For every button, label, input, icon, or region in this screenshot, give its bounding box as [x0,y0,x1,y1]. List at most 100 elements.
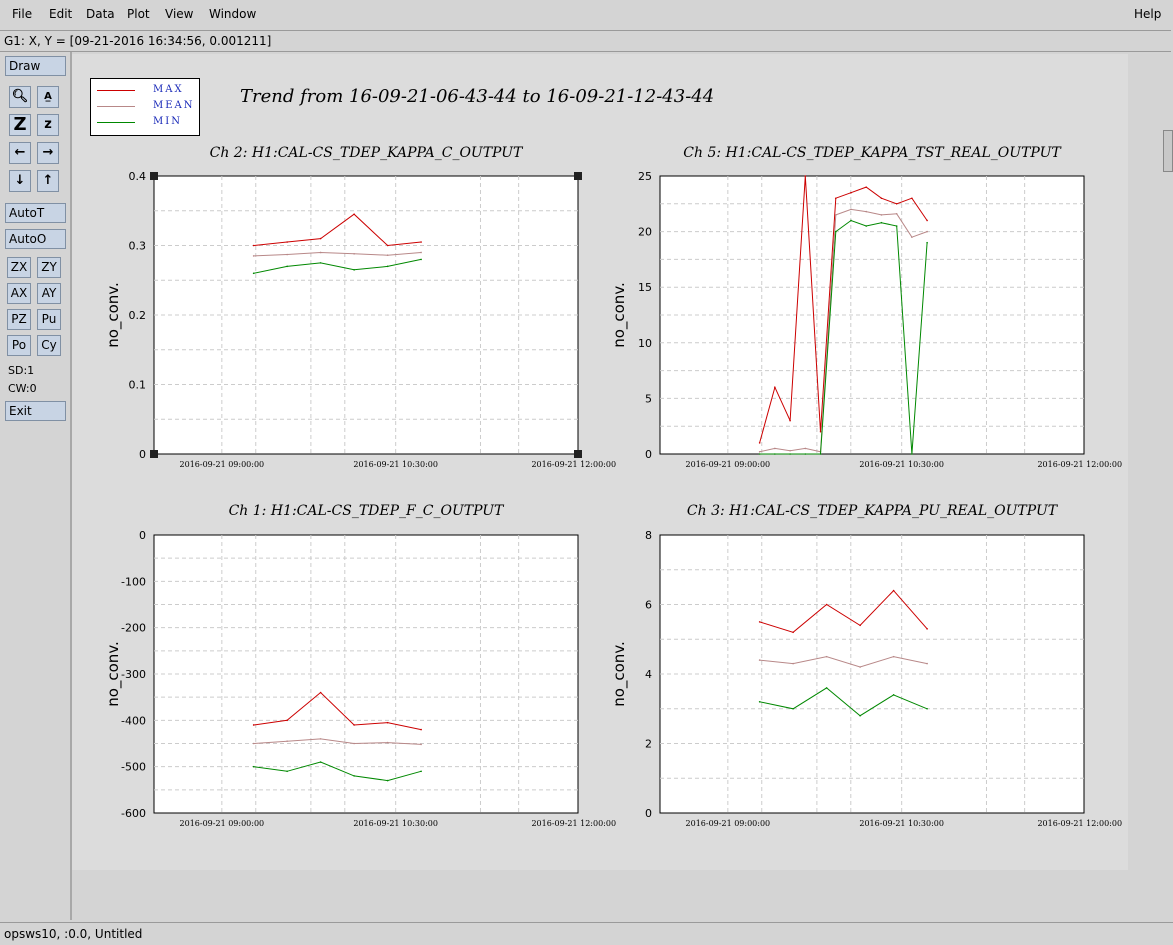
point-1-max-2 [789,419,791,422]
point-3-mean-2 [825,655,828,658]
chart-title-ch1: Ch 1: H1:CAL-CS_TDEP_F_C_OUTPUT [228,503,504,519]
x-tick-label-1-0: 2016-09-21 09:00:00 [686,460,771,469]
point-1-min-7 [865,225,868,227]
point-1-mean-10 [911,236,913,238]
y-tick-label-2-0: -600 [121,807,146,820]
point-1-mean-9 [895,213,898,215]
exit-button[interactable]: Exit [5,401,66,421]
series-2-mean [253,738,422,745]
y-tick-label-0-3: 0.3 [129,240,147,253]
magnifier-icon[interactable]: 🔍︎ [9,86,31,108]
point-1-max-6 [850,191,852,194]
draw-button[interactable]: Draw [5,56,66,76]
point-1-mean-6 [850,208,852,211]
zoom-in-big-icon[interactable]: Z [9,114,31,136]
pu-button[interactable]: Pu [37,309,61,330]
point-0-min-2 [319,262,322,264]
auto-offset-button[interactable]: AutoO [5,229,66,249]
y-tick-label-3-3: 6 [645,599,652,612]
legend: MAX MEAN MIN [90,78,200,136]
point-0-max-2 [319,237,322,240]
series-1-mean [759,208,928,453]
point-1-min-6 [850,219,852,222]
series-3-mean [759,656,928,668]
point-0-min-5 [420,258,422,261]
point-1-max-8 [880,197,883,200]
pz-button[interactable]: PZ [7,309,31,330]
zoom-y-button[interactable]: ZY [37,257,61,278]
menu-edit[interactable]: Edit [49,7,73,21]
menu-view[interactable]: View [165,7,194,21]
menu-window[interactable]: Window [209,7,257,21]
point-3-min-1 [792,707,794,710]
cy-button[interactable]: Cy [37,335,61,356]
legend-max-swatch [97,90,135,91]
legend-min-label: MIN [153,116,182,127]
point-2-max-2 [319,691,322,694]
point-0-min-4 [386,265,389,268]
zoom-in-small-icon[interactable]: z [37,114,59,136]
point-0-max-5 [420,241,422,243]
point-1-max-0 [758,442,761,444]
auto-x-button[interactable]: AX [7,283,31,304]
text-tool-icon[interactable]: A̲ [37,86,59,108]
point-3-mean-1 [792,662,794,665]
point-1-mean-0 [758,450,761,453]
point-3-max-0 [758,621,761,623]
series-3-min [759,687,928,717]
x-tick-label-2-0: 2016-09-21 09:00:00 [180,819,265,828]
status-bar: opsws10, :0.0, Untitled [0,922,1173,945]
legend-mean: MEAN [97,100,197,114]
auto-y-button[interactable]: AY [37,283,61,304]
menu-data[interactable]: Data [86,7,115,21]
point-1-min-2 [789,453,791,455]
menu-file[interactable]: File [12,7,33,21]
point-1-mean-5 [834,214,837,216]
point-3-mean-5 [926,662,928,665]
point-2-max-0 [252,724,255,726]
arrow-up-icon[interactable]: ↑ [37,170,59,192]
y-axis-label-0: no_conv. [104,282,123,348]
cw-label: CW:0 [8,382,37,395]
auto-time-button[interactable]: AutoT [5,203,66,223]
point-1-max-11 [926,219,928,222]
point-3-max-5 [926,628,928,630]
zoom-x-button[interactable]: ZX [7,257,31,278]
chart-title-ch2: Ch 2: H1:CAL-CS_TDEP_KAPPA_C_OUTPUT [209,145,523,161]
point-1-min-4 [819,453,822,455]
x-tick-label-0-0: 2016-09-21 09:00:00 [180,460,265,469]
point-3-mean-4 [892,655,895,658]
y-tick-label-2-1: -500 [121,761,146,774]
point-1-max-9 [895,203,898,205]
menu-help[interactable]: Help [1134,7,1162,21]
x-tick-label-1-2: 2016-09-21 12:00:00 [1037,460,1122,469]
menu-plot[interactable]: Plot [127,7,150,21]
menu-bar: File Edit Data Plot View Window Help [0,0,1173,29]
point-0-min-0 [252,272,255,275]
point-2-min-2 [319,761,322,763]
point-2-mean-4 [386,741,389,744]
chart-title-ch5: Ch 5: H1:CAL-CS_TDEP_KAPPA_TST_REAL_OUTP… [683,145,1061,161]
series-0-min [253,258,422,274]
y-tick-label-3-1: 2 [645,738,652,751]
y-tick-label-0-0: 0 [139,448,146,461]
arrow-left-icon[interactable]: ← [9,142,31,164]
y-tick-label-2-3: -300 [121,668,146,681]
arrow-down-icon[interactable]: ↓ [9,170,31,192]
po-button[interactable]: Po [7,335,31,356]
point-2-mean-5 [420,743,422,746]
point-2-mean-1 [286,740,288,742]
point-1-min-3 [804,453,807,455]
point-1-mean-2 [789,449,791,452]
point-2-max-5 [420,728,422,731]
point-1-min-0 [758,453,761,455]
series-2-max [253,691,422,731]
legend-max-label: MAX [153,84,184,95]
point-1-mean-8 [880,214,883,216]
point-2-mean-3 [353,742,355,745]
y-tick-label-1-0: 0 [645,448,652,461]
series-0-max [253,213,422,247]
arrow-right-icon[interactable]: → [37,142,59,164]
y-tick-label-2-6: 0 [139,529,146,542]
point-2-min-1 [286,770,288,773]
